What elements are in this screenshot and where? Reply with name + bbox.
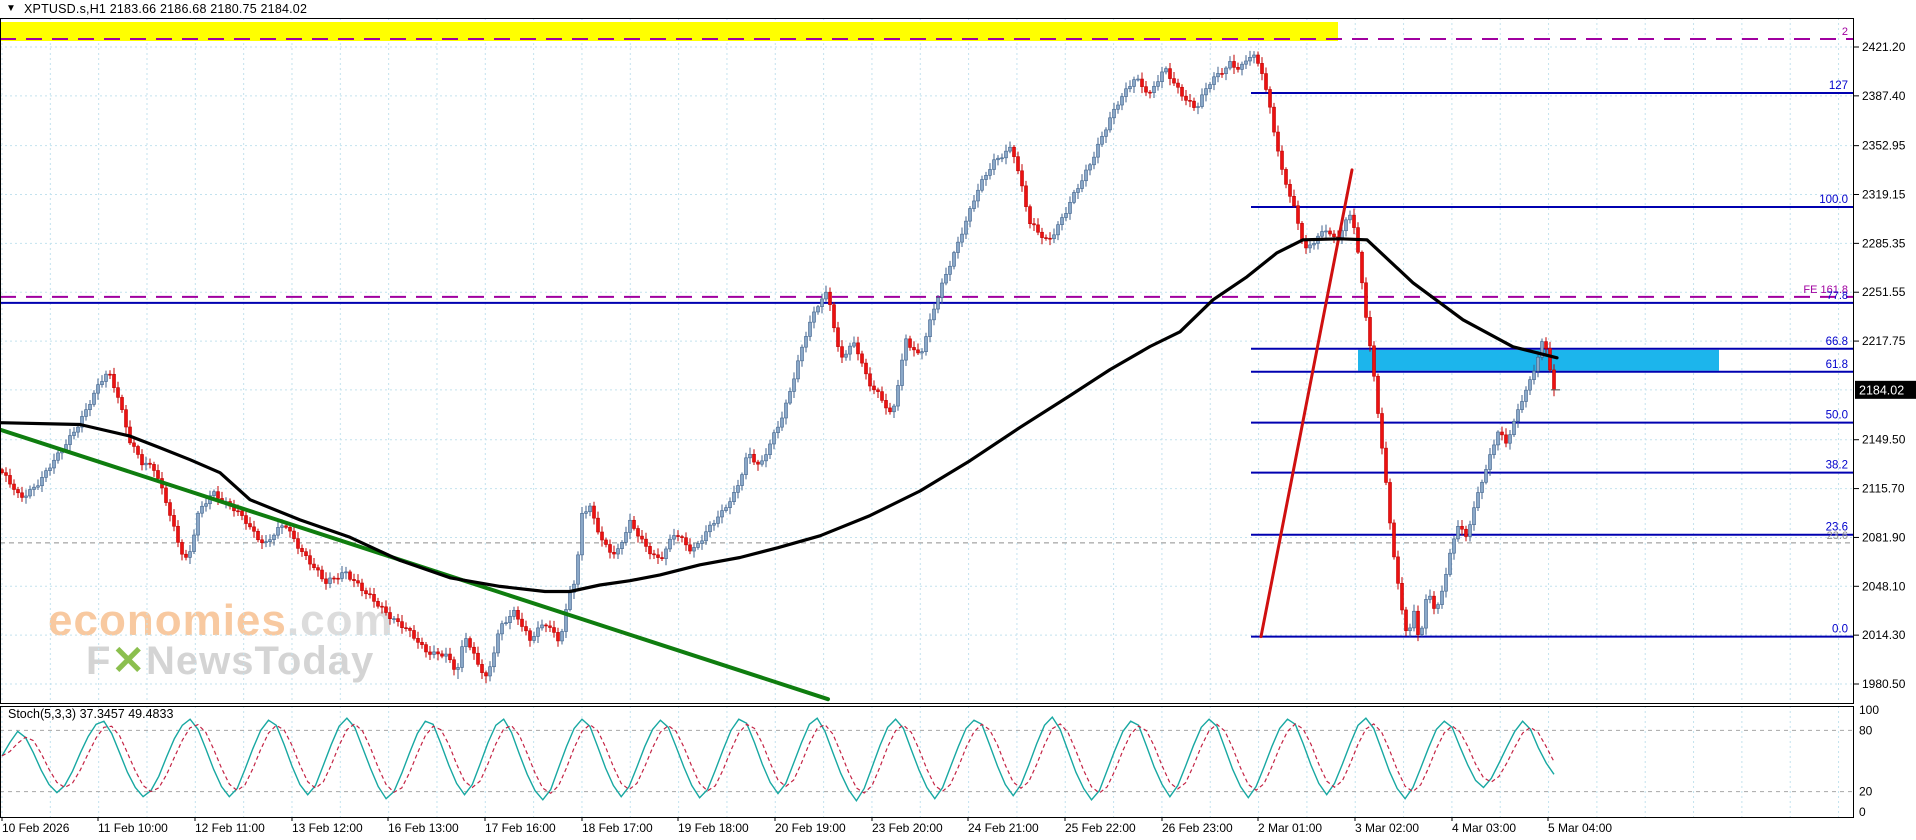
stoch-axis-tick: 100 <box>1859 703 1879 717</box>
chart-info-bar: ▼ XPTUSD.s,H1 2183.66 2186.68 2180.75 21… <box>0 0 1916 18</box>
candlesticks <box>0 50 1560 684</box>
watermark-brand-tld: .com <box>286 596 394 645</box>
moving-average-line <box>0 237 1559 594</box>
grid-lines <box>0 18 1853 817</box>
stoch-axis-tick: 0 <box>1859 805 1866 819</box>
time-axis-tick[interactable]: 10 Feb 2026 <box>2 821 70 835</box>
price-axis-tick[interactable]: 2081.90 <box>1862 530 1906 544</box>
price-axis-tick[interactable]: 2217.75 <box>1862 334 1906 348</box>
price-axis-tick[interactable]: 2014.30 <box>1862 628 1906 642</box>
time-axis-tick[interactable]: 12 Feb 11:00 <box>195 821 265 835</box>
watermark-rest: NewsToday <box>145 639 375 683</box>
price-axis-tick[interactable]: 2149.50 <box>1862 433 1906 447</box>
price-axis-tick[interactable]: 2352.95 <box>1862 139 1906 153</box>
time-axis-tick[interactable]: 2 Mar 01:00 <box>1258 821 1322 835</box>
fib-label: 38.2 <box>1826 460 1848 472</box>
watermark-f: F <box>86 639 112 683</box>
axis-labels[interactable]: 2 FE 161.877.8 23.6 127 100.0 66.8 61.8 50.0 38.… <box>2 26 1916 835</box>
level-label: 23.6 <box>1827 530 1848 542</box>
fib-label: 100.0 <box>1819 194 1848 206</box>
price-axis-tick[interactable]: 2251.55 <box>1862 285 1906 299</box>
level-label: 2 <box>1842 26 1848 38</box>
time-axis-tick[interactable]: 4 Mar 03:00 <box>1452 821 1516 835</box>
stoch-axis-tick: 80 <box>1859 723 1873 737</box>
trendlines <box>0 168 1354 702</box>
price-axis-tick[interactable]: 2115.70 <box>1862 482 1905 496</box>
time-axis-tick[interactable]: 3 Mar 02:00 <box>1355 821 1419 835</box>
price-axis-tick[interactable]: 2285.35 <box>1862 236 1906 250</box>
time-axis-tick[interactable]: 18 Feb 17:00 <box>582 821 653 835</box>
price-axis-tick[interactable]: 2421.20 <box>1862 40 1906 54</box>
watermark-subbrand: F✕NewsToday <box>86 638 374 684</box>
symbol-ohlc-info: XPTUSD.s,H1 2183.66 2186.68 2180.75 2184… <box>24 2 308 16</box>
time-axis-tick[interactable]: 11 Feb 10:00 <box>98 821 168 835</box>
level-label: FE 161.8 <box>1803 284 1848 296</box>
symbol-dropdown-icon[interactable]: ▼ <box>6 3 16 14</box>
current-price-badge: 2184.02 <box>1855 380 1916 399</box>
fib-label: 61.8 <box>1826 359 1848 371</box>
yellow-highlight-band <box>0 22 1338 41</box>
horizontal-levels <box>0 38 1853 638</box>
price-axis-tick[interactable]: 2387.40 <box>1862 89 1906 103</box>
fib-label: 0.0 <box>1832 624 1848 636</box>
fib-label: 50.0 <box>1826 410 1848 422</box>
time-axis-tick[interactable]: 17 Feb 16:00 <box>485 821 556 835</box>
chart-frame <box>0 18 1859 821</box>
time-axis-tick[interactable]: 19 Feb 18:00 <box>678 821 749 835</box>
time-axis-tick[interactable]: 16 Feb 13:00 <box>388 821 459 835</box>
time-axis-tick[interactable]: 24 Feb 21:00 <box>968 821 1039 835</box>
watermark-x-icon: ✕ <box>111 639 146 683</box>
stochastic-lines <box>1 715 1555 803</box>
time-axis-tick[interactable]: 26 Feb 23:00 <box>1162 821 1233 835</box>
time-axis-tick[interactable]: 13 Feb 12:00 <box>292 821 363 835</box>
watermark-brand-name: economies <box>48 596 287 645</box>
stochastic-indicator-label: Stoch(5,3,3) 37.3457 49.4833 <box>8 707 174 721</box>
fib-label: 127 <box>1829 80 1848 92</box>
time-axis-tick[interactable]: 23 Feb 20:00 <box>872 821 943 835</box>
watermark-brand: economies.com <box>48 596 394 646</box>
fib-label: 23.6 <box>1826 522 1848 534</box>
level-label: 77.8 <box>1827 290 1848 302</box>
stoch-axis-tick: 20 <box>1859 785 1873 799</box>
time-axis-tick[interactable]: 5 Mar 04:00 <box>1548 821 1612 835</box>
price-axis-tick[interactable]: 2319.15 <box>1862 188 1906 202</box>
price-axis-tick[interactable]: 1980.50 <box>1862 677 1906 691</box>
fib-label: 66.8 <box>1826 336 1848 348</box>
svg-text:2184.02: 2184.02 <box>1859 383 1904 397</box>
price-axis-tick[interactable]: 2048.10 <box>1862 579 1906 593</box>
time-axis-tick[interactable]: 20 Feb 19:00 <box>775 821 846 835</box>
time-axis-tick[interactable]: 25 Feb 22:00 <box>1065 821 1136 835</box>
